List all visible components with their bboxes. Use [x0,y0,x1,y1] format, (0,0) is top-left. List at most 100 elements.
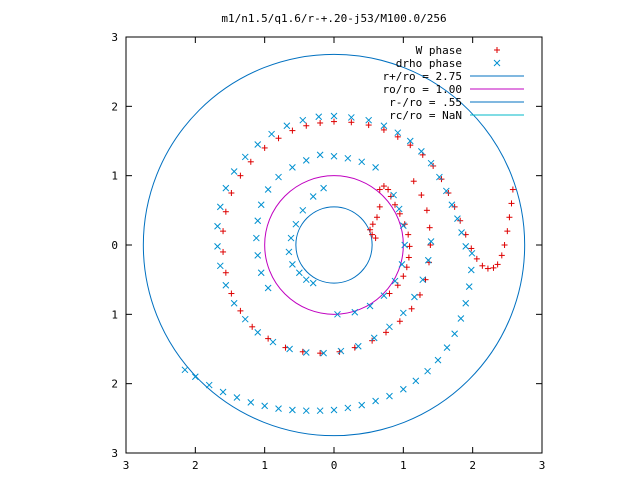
data-point [427,238,435,245]
point-marker-b [398,261,406,268]
y-tick-label: 1 [111,170,118,183]
series-drho-phase [181,112,476,415]
point-marker-b [264,284,272,292]
point-marker-b [394,129,402,137]
point-marker-b [406,137,414,145]
data-point [408,305,415,312]
data-point [252,234,260,242]
data-point [302,157,310,164]
data-point [390,191,397,199]
legend-label: ro/ro = 1.00 [383,83,462,96]
point-marker-b [302,157,310,164]
data-point [292,220,300,228]
point-marker-b [372,397,379,405]
data-point [376,203,383,210]
data-point [289,406,296,414]
data-point [216,203,224,211]
point-marker-b [337,347,345,355]
series-w-phase [220,118,516,357]
data-point [372,163,379,171]
data-point [394,133,401,140]
point-marker-b [399,385,407,393]
data-point [468,249,476,257]
point-marker-b [241,153,249,161]
data-point [473,255,480,262]
data-point [299,348,306,355]
data-point [275,135,282,142]
point-marker-b [261,402,269,410]
point-marker-b [254,141,262,148]
data-point [275,405,282,412]
x-tick-label: 3 [539,459,546,472]
point-marker-b [351,308,359,316]
data-point [509,186,516,193]
data-point [386,323,393,331]
data-point [330,152,338,160]
data-point [254,141,262,148]
data-point [498,252,505,259]
point-marker-b [372,163,379,171]
point-marker-b [309,279,317,287]
point-marker-b [401,241,409,249]
data-point [392,201,399,208]
point-marker-b [391,277,399,285]
data-point [405,231,412,238]
data-point [222,208,229,215]
point-marker-b [257,269,265,277]
point-marker-b [287,234,295,242]
data-point [220,248,227,255]
x-tick-label: 1 [400,459,407,472]
data-point [376,186,383,193]
data-point [247,399,255,406]
point-marker-b [365,116,373,124]
data-point [302,349,310,356]
data-point [394,282,401,289]
point-marker-b [286,345,293,353]
point-marker-b [427,159,435,167]
point-marker-b [181,366,189,374]
data-point [233,394,241,401]
data-point [317,119,324,126]
data-point [222,269,229,276]
data-point [330,406,338,414]
data-point [369,221,376,228]
data-point [320,184,327,192]
data-point [494,261,501,268]
point-marker-b [462,243,470,250]
point-marker-b [299,206,307,214]
point-marker-b [285,248,293,256]
point-marker-b [358,401,366,409]
data-point [264,186,272,193]
legend-label: r+/ro = 2.75 [383,70,462,83]
point-marker-b [254,252,262,259]
plot-frame [125,36,543,454]
data-point [222,281,230,289]
data-point [424,367,431,375]
data-point [380,292,388,299]
data-point [462,299,470,307]
point-marker-b [289,163,296,171]
data-point [347,114,355,121]
point-marker-b [295,269,303,277]
data-point [230,168,238,175]
data-point [275,173,282,181]
x-tick-label: 2 [192,459,199,472]
data-point [216,262,224,270]
legend-marker-b [493,59,501,67]
y-tick-label: 0 [111,239,118,252]
data-point [412,377,420,385]
data-point [506,214,513,221]
data-point [257,201,265,209]
data-point [399,309,407,317]
point-marker-b [468,249,476,257]
legend-item: r+/ro = 2.75 [383,70,524,83]
point-marker-b [434,356,442,364]
point-marker-b [436,173,443,181]
data-point [316,407,324,415]
data-point [316,151,324,159]
point-marker-b [386,392,393,400]
data-point [457,315,465,322]
data-point [228,290,235,297]
data-point [214,222,221,230]
x-tick-label: 3 [123,459,130,472]
